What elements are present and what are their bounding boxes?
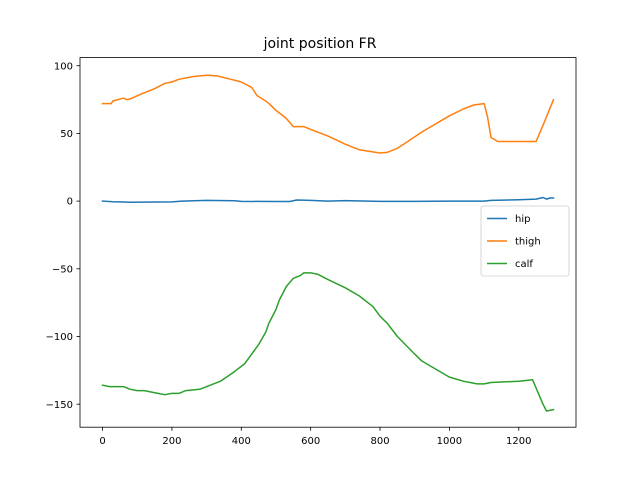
plot-area [101,74,555,412]
y-tick-label: 50 [60,129,73,140]
legend-box [480,205,570,277]
y-tick-label: −150 [46,400,73,411]
x-axis: 0 200 400 600 800 1000 1200 [99,427,531,447]
x-tick-label: 400 [232,436,251,447]
legend-label-thigh: thigh [515,237,541,248]
y-axis: −150 −100 −50 0 50 100 [46,61,80,411]
axes-frame [79,57,577,428]
y-tick-label: −50 [52,264,73,275]
x-tick-label: 200 [162,436,181,447]
x-tick-label: 1200 [506,436,531,447]
y-tick-label: −100 [46,332,73,343]
legend: hip thigh calf [480,205,570,277]
series-line-calf [101,272,555,412]
x-tick-label: 600 [301,436,320,447]
series-line-thigh [101,74,555,154]
series-line-hip [101,196,555,203]
x-tick-label: 800 [370,436,389,447]
y-tick-label: 100 [54,61,73,72]
x-tick-label: 1000 [437,436,462,447]
chart-title: joint position FR [263,36,377,52]
y-tick-label: 0 [67,197,73,208]
legend-label-calf: calf [515,259,533,270]
x-tick-label: 0 [99,436,105,447]
legend-label-hip: hip [515,214,530,225]
